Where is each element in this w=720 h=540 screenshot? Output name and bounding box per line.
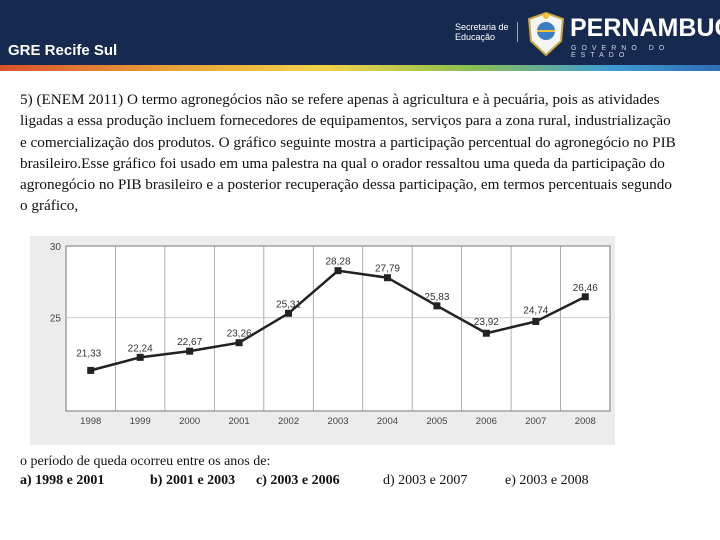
- data-point: [186, 347, 194, 355]
- x-tick-label: 2003: [327, 416, 348, 427]
- data-point: [235, 339, 243, 347]
- x-tick-label: 2001: [229, 416, 250, 427]
- x-tick-label: 1998: [80, 416, 101, 427]
- header-title: GRE Recife Sul: [8, 42, 118, 59]
- secretaria-line2: Educação: [455, 32, 496, 42]
- data-label: 24,74: [523, 305, 548, 316]
- option-b[interactable]: b) 2001 e 2003: [150, 473, 236, 488]
- secretaria-line1: Secretaria de: [455, 22, 509, 32]
- plot-area: [65, 245, 611, 412]
- option-c[interactable]: c) 2003 e 2006: [256, 473, 340, 488]
- question-prompt: o período de queda ocorreu entre os anos…: [20, 454, 271, 469]
- data-point: [482, 329, 490, 337]
- data-label: 26,46: [573, 283, 598, 294]
- data-point: [87, 366, 95, 374]
- chart-container: 30 25 1998 1999 2000 2001 2002 2003 2004 2005 2006…: [30, 236, 615, 445]
- crest-icon: [527, 11, 565, 57]
- data-point: [581, 293, 589, 301]
- x-tick-label: 2002: [278, 416, 299, 427]
- option-e[interactable]: e) 2003 e 2008: [505, 473, 589, 488]
- data-label: 28,28: [325, 257, 350, 268]
- secretaria-logo: Secretaria de Educação: [455, 22, 518, 42]
- data-label: 25,83: [424, 292, 449, 303]
- data-point: [285, 309, 293, 317]
- data-label: 23,26: [227, 329, 252, 340]
- data-label: 25,31: [276, 299, 301, 310]
- data-point: [433, 302, 441, 310]
- data-point: [383, 274, 391, 282]
- x-tick-label: 2004: [377, 416, 398, 427]
- data-point: [334, 267, 342, 275]
- state-name: PERNAMBUCO: [570, 14, 720, 42]
- x-tick-label: 2006: [476, 416, 497, 427]
- line-chart: 30 25 1998 1999 2000 2001 2002 2003 2004 2005 2006…: [50, 242, 611, 427]
- data-label: 22,24: [128, 343, 153, 354]
- x-tick-label: 2000: [179, 416, 200, 427]
- data-label: 21,33: [76, 348, 101, 359]
- x-tick-label: 2005: [426, 416, 447, 427]
- y-tick-label: 25: [50, 314, 62, 325]
- option-d[interactable]: d) 2003 e 2007: [383, 473, 468, 488]
- data-label: 22,67: [177, 337, 202, 348]
- x-tick-label: 2008: [575, 416, 596, 427]
- y-tick-label: 30: [50, 242, 62, 253]
- question-text: 5) (ENEM 2011) O termo agronegócios não …: [20, 91, 676, 215]
- data-point: [136, 353, 144, 361]
- x-tick-label: 1999: [130, 416, 151, 427]
- data-point: [532, 317, 540, 325]
- header-banner: GRE Recife Sul Secretaria de Educação PE…: [0, 0, 720, 65]
- data-label: 23,92: [474, 317, 499, 328]
- color-stripe: [0, 65, 720, 71]
- data-label: 27,79: [375, 264, 400, 275]
- x-tick-label: 2007: [525, 416, 546, 427]
- state-subtitle: GOVERNO DO ESTADO: [571, 45, 670, 59]
- option-a[interactable]: a) 1998 e 2001: [20, 473, 105, 488]
